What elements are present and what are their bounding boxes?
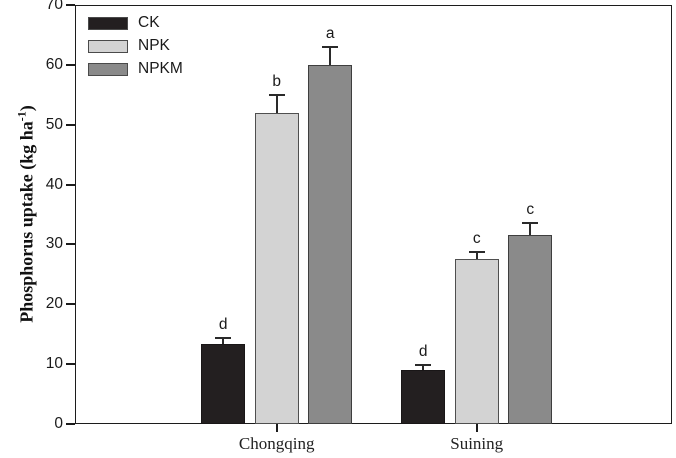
bar bbox=[254, 112, 299, 424]
error-bar-cap bbox=[522, 222, 539, 225]
legend-label: NPK bbox=[138, 37, 170, 54]
error-bar-line bbox=[422, 364, 425, 371]
y-tick-mark bbox=[66, 423, 75, 425]
y-tick-mark bbox=[66, 303, 75, 306]
y-tick-label: 20 bbox=[45, 295, 63, 313]
error-bar-cap bbox=[468, 250, 485, 253]
y-tick-mark bbox=[66, 243, 75, 246]
y-tick-label: 0 bbox=[54, 415, 63, 432]
significance-letter: d bbox=[218, 316, 228, 334]
y-tick-label: 10 bbox=[45, 355, 63, 373]
legend-label: CK bbox=[138, 14, 160, 31]
legend-item: CK bbox=[88, 14, 183, 31]
legend-swatch-ck bbox=[88, 16, 128, 30]
error-bar-cap bbox=[215, 337, 232, 340]
x-category-label: Chongqing bbox=[238, 434, 315, 453]
error-bar-line bbox=[222, 338, 225, 344]
error-bar-cap bbox=[322, 46, 339, 49]
y-axis-title-suffix: ) bbox=[16, 105, 37, 112]
y-tick-mark bbox=[66, 183, 75, 186]
y-axis-title-text: Phosphorus uptake (kg ha bbox=[16, 121, 37, 323]
error-bar-line bbox=[275, 95, 278, 113]
y-tick-label: 60 bbox=[45, 55, 63, 73]
y-tick-mark bbox=[66, 63, 75, 66]
y-tick-mark bbox=[66, 363, 75, 366]
y-tick-label: 70 bbox=[45, 0, 63, 13]
plot-frame bbox=[75, 5, 672, 424]
bar bbox=[201, 343, 246, 424]
y-tick-label: 30 bbox=[45, 235, 63, 253]
x-tick-mark bbox=[275, 424, 278, 432]
legend-item: NPK bbox=[88, 37, 183, 54]
legend-swatch-npk bbox=[88, 39, 128, 53]
legend-label: NPKM bbox=[138, 60, 183, 77]
significance-letter: c bbox=[526, 201, 535, 219]
error-bar-line bbox=[529, 223, 532, 236]
significance-letter: b bbox=[272, 73, 281, 91]
legend-item: NPKM bbox=[88, 60, 183, 77]
error-bar-line bbox=[475, 251, 478, 259]
significance-letter: c bbox=[472, 229, 481, 247]
y-tick-mark bbox=[66, 123, 75, 126]
significance-letter: a bbox=[325, 25, 335, 43]
x-category-label: Suining bbox=[450, 434, 504, 453]
legend-swatch-npkm bbox=[88, 62, 128, 76]
bar bbox=[454, 258, 499, 424]
error-bar-cap bbox=[268, 94, 285, 97]
bar bbox=[508, 235, 553, 424]
bar bbox=[308, 64, 353, 424]
y-tick-label: 50 bbox=[45, 115, 63, 133]
legend: CK NPK NPKM bbox=[88, 14, 183, 85]
y-axis-title: Phosphorus uptake (kg ha-1) bbox=[15, 105, 38, 323]
significance-letter: d bbox=[418, 342, 428, 360]
y-tick-mark bbox=[66, 4, 75, 6]
y-tick-label: 40 bbox=[45, 175, 63, 193]
error-bar-line bbox=[329, 47, 332, 65]
x-tick-mark bbox=[475, 424, 478, 432]
error-bar-cap bbox=[415, 363, 432, 366]
bar bbox=[401, 370, 446, 424]
